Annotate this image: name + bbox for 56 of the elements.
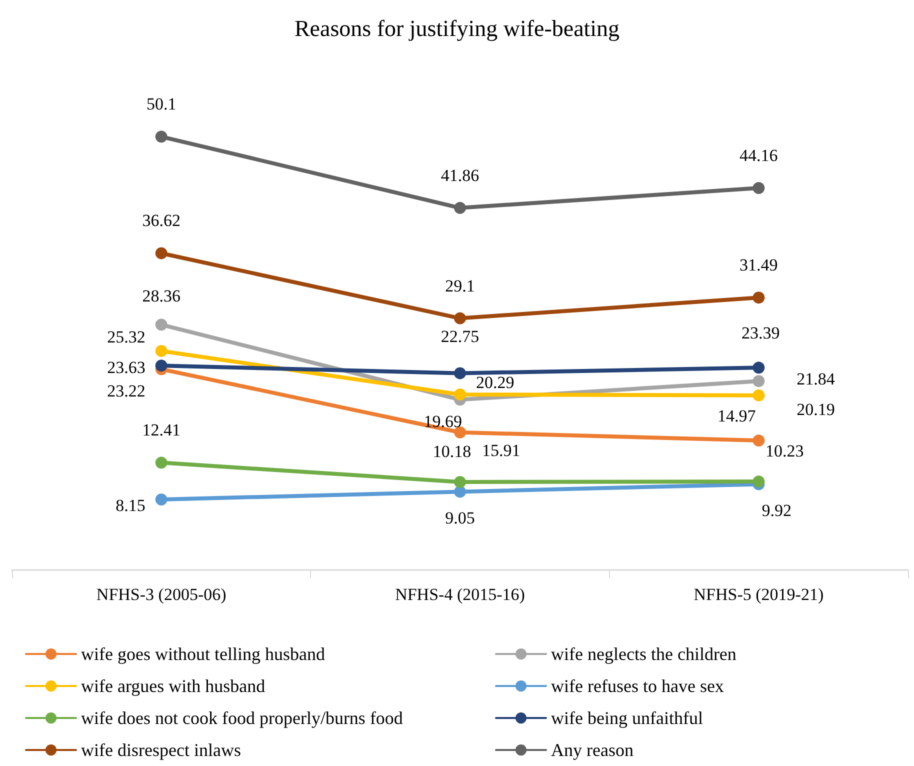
point bbox=[155, 318, 168, 331]
data-label: 36.62 bbox=[142, 211, 180, 230]
point bbox=[752, 362, 765, 374]
point bbox=[454, 312, 466, 324]
point bbox=[155, 360, 168, 372]
x-tick-label: NFHS-4 (2015-16) bbox=[395, 585, 525, 604]
point bbox=[752, 434, 765, 447]
point bbox=[155, 247, 168, 260]
point bbox=[454, 426, 466, 438]
data-label: 9.92 bbox=[762, 501, 792, 520]
x-tick-label: NFHS-3 (2005-06) bbox=[96, 585, 226, 604]
data-label: 19.69 bbox=[424, 412, 462, 432]
data-label: 44.16 bbox=[740, 146, 778, 166]
data-label: 12.41 bbox=[142, 420, 180, 440]
legend-label: wife does not cook food properly/burns food bbox=[81, 708, 403, 728]
data-label: 23.63 bbox=[107, 358, 146, 378]
chart-title: Reasons for justifying wife-beating bbox=[294, 16, 620, 41]
data-label: 14.97 bbox=[718, 406, 756, 426]
point bbox=[752, 476, 765, 488]
data-label: 50.1 bbox=[146, 94, 176, 114]
point bbox=[752, 375, 765, 388]
data-label: 9.05 bbox=[445, 508, 475, 528]
data-label: 41.86 bbox=[440, 166, 480, 185]
point bbox=[752, 292, 765, 304]
point bbox=[454, 388, 466, 400]
legend-label: wife argues with husband bbox=[81, 676, 266, 696]
legend-label: Any reason bbox=[551, 740, 634, 760]
legend-label: wife being unfaithful bbox=[551, 708, 703, 728]
point bbox=[752, 182, 765, 194]
point bbox=[155, 494, 168, 506]
data-label: 20.19 bbox=[796, 400, 835, 419]
data-label: 23.39 bbox=[742, 324, 780, 343]
data-label: 20.29 bbox=[476, 372, 514, 392]
point bbox=[155, 130, 168, 143]
point bbox=[155, 456, 168, 469]
data-label: 25.32 bbox=[107, 327, 146, 346]
data-label: 28.36 bbox=[142, 286, 180, 306]
data-label: 29.1 bbox=[445, 276, 475, 296]
data-label: 8.15 bbox=[116, 496, 146, 516]
point bbox=[454, 367, 466, 380]
point bbox=[454, 202, 466, 214]
data-label: 31.49 bbox=[740, 256, 778, 275]
data-label: 21.84 bbox=[796, 370, 836, 389]
data-label: 23.22 bbox=[107, 382, 146, 401]
point bbox=[752, 389, 765, 402]
point bbox=[454, 476, 466, 488]
x-tick-label: NFHS-5 (2019-21) bbox=[694, 585, 824, 604]
point bbox=[155, 344, 168, 357]
legend-label: wife refuses to have sex bbox=[551, 676, 724, 696]
data-label: 10.18 bbox=[432, 442, 472, 461]
data-label: 22.75 bbox=[440, 327, 480, 346]
legend-label: wife neglects the children bbox=[551, 644, 736, 664]
legend-label: wife disrespect inlaws bbox=[81, 740, 241, 760]
legend-label: wife goes without telling husband bbox=[81, 644, 325, 664]
data-label: 10.23 bbox=[766, 442, 804, 461]
data-label: 15.91 bbox=[482, 440, 520, 460]
